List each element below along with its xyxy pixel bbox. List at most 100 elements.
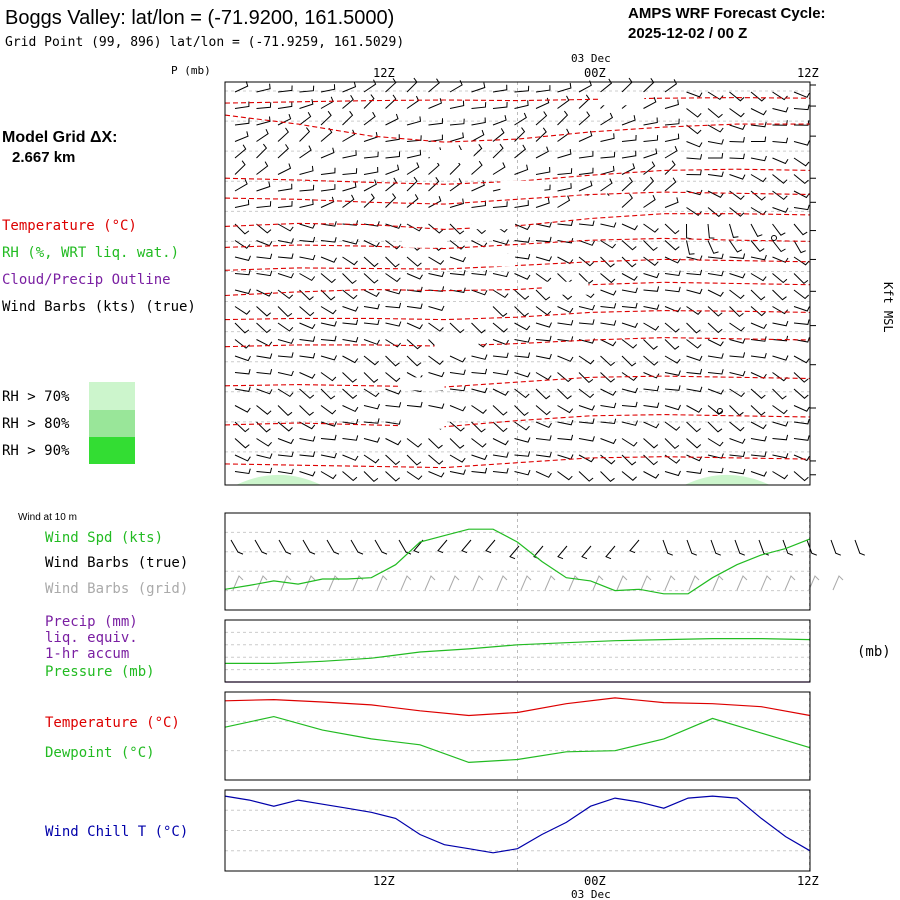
wind-barb <box>643 322 660 331</box>
wind-barb <box>793 120 810 126</box>
wind-barb <box>449 256 466 263</box>
wind-barb <box>385 164 400 175</box>
wind-barb <box>385 240 401 250</box>
wind-barb <box>342 239 359 245</box>
wind-barb <box>256 368 273 375</box>
true-wind-barb <box>278 539 292 555</box>
wind-barb <box>385 355 400 367</box>
contour-label-bg <box>402 234 447 248</box>
contour-label-bg <box>544 281 589 295</box>
wind-barb <box>793 157 810 167</box>
wind-barb <box>299 289 314 301</box>
wind-barb <box>277 438 294 445</box>
wind-barb <box>729 322 745 332</box>
wind-barb <box>342 181 357 192</box>
wind-barb <box>406 454 422 466</box>
wind-barb <box>557 471 573 481</box>
panel-frame <box>224 691 811 781</box>
wind-barb <box>234 223 250 235</box>
wind-barb <box>793 223 808 236</box>
wind-barb <box>729 438 746 444</box>
wind-barb <box>277 306 293 318</box>
wind-barb <box>793 140 810 146</box>
precip-legend: Precip (mm) <box>45 614 138 630</box>
wind-barb <box>385 256 400 268</box>
wind-barb <box>600 165 615 175</box>
grid-wind-barb <box>424 575 436 591</box>
wind-barb <box>707 453 724 459</box>
wind-barb <box>428 355 444 365</box>
wind-barb <box>385 289 402 295</box>
wind-barb <box>793 454 810 462</box>
wind-barb <box>557 149 572 159</box>
wind-barb <box>471 438 487 448</box>
wind-barb <box>686 108 702 118</box>
wind-barb <box>363 355 379 366</box>
y-axis-label-pressure: P (mb) <box>171 64 211 77</box>
wind-barb <box>557 306 574 314</box>
wind-barb <box>277 127 289 142</box>
wind-barb <box>492 115 507 126</box>
wind-barb <box>406 401 423 408</box>
wind-barb <box>299 405 314 416</box>
wind-barb <box>664 470 681 477</box>
true-wind-barb <box>758 539 769 556</box>
wind-barb <box>277 468 294 475</box>
wind-barb <box>342 256 358 266</box>
wind-barb <box>686 405 703 413</box>
wind-barb <box>750 372 767 379</box>
wind-barb <box>385 372 401 383</box>
wind-barb <box>535 127 547 142</box>
wind-barb <box>643 272 660 279</box>
wind-barb <box>277 352 294 358</box>
wind-barb <box>750 207 767 216</box>
wind-barb <box>256 438 272 447</box>
wind-barb <box>793 405 810 412</box>
wind-barb <box>664 421 681 431</box>
wind-barb <box>514 405 529 417</box>
wind-barb <box>449 287 466 293</box>
wind-chill-legend: Wind Chill T (°C) <box>45 824 188 840</box>
wind-barb <box>471 368 488 375</box>
wind-barb <box>643 223 659 233</box>
wind-barb <box>320 184 336 192</box>
wind-barb <box>471 289 488 296</box>
wind-barb <box>793 372 809 383</box>
wind-barb <box>428 471 445 478</box>
wind-barb <box>363 471 379 483</box>
true-wind-barb <box>734 539 745 556</box>
wind-barb <box>686 141 703 148</box>
wind-barb <box>299 85 315 93</box>
wind-barb <box>707 190 724 198</box>
wind-barb <box>729 289 745 300</box>
wind-barb <box>621 177 633 192</box>
wind-barb <box>320 147 335 159</box>
wind-barb <box>707 108 723 119</box>
wind-barb <box>471 322 486 334</box>
wind-barb <box>299 145 312 159</box>
contour-label-bg <box>500 180 545 194</box>
wind-barb <box>299 199 314 208</box>
wind-barb <box>320 196 335 208</box>
wind-barb <box>729 240 743 253</box>
forecast-cycle-label: AMPS WRF Forecast Cycle: <box>628 5 826 22</box>
legend-rh70: RH > 70% <box>2 389 70 405</box>
wind-barb <box>234 468 251 475</box>
wind-barb <box>277 163 292 175</box>
wind-barb <box>385 438 402 446</box>
grid-wind-barb <box>760 575 772 591</box>
wind-barb <box>234 179 248 192</box>
wind-barb <box>621 273 638 281</box>
wind-barb <box>621 302 638 309</box>
wind-barb <box>750 421 767 430</box>
true-wind-barb <box>782 539 793 556</box>
wind-barb <box>449 223 465 235</box>
true-wind-barb <box>686 539 697 556</box>
wind-barb <box>621 471 637 481</box>
wind-barb <box>256 421 271 433</box>
wind-barb <box>535 405 551 416</box>
true-wind-barb <box>437 539 448 554</box>
wind-barb <box>664 385 681 391</box>
station-title: Boggs Valley: lat/lon = (-71.9200, 161.5… <box>5 7 394 29</box>
wind-barb <box>514 164 529 175</box>
